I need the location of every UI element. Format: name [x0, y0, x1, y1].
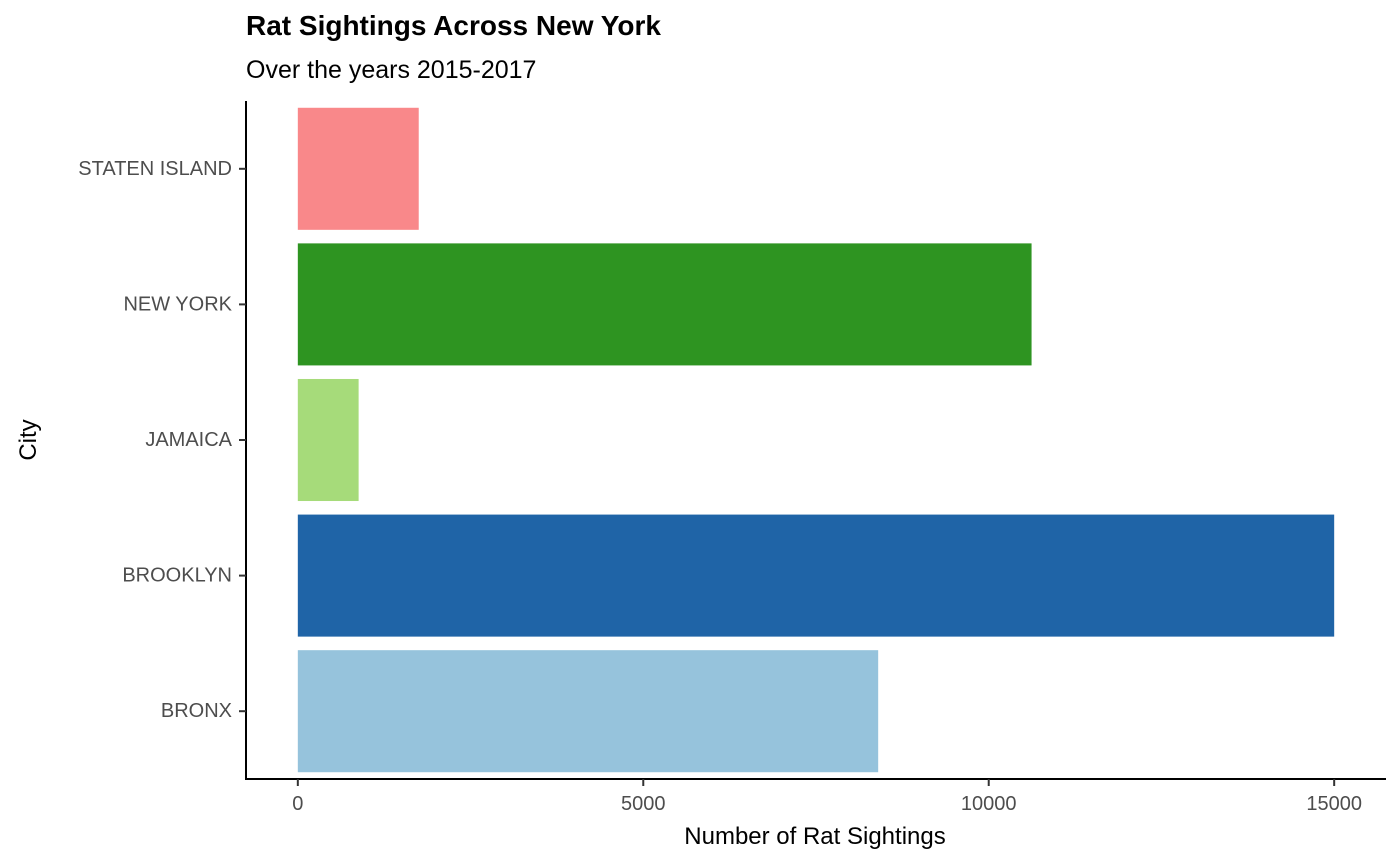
y-tick-label: STATEN ISLAND [78, 158, 232, 180]
bars-layer [297, 107, 1335, 773]
y-tick-label: JAMAICA [145, 429, 232, 451]
chart-subtitle: Over the years 2015-2017 [246, 56, 537, 84]
bar-jamaica [297, 378, 359, 502]
x-ticks-layer: 0 5000 10000 15000 [292, 779, 1362, 815]
chart-title: Rat Sightings Across New York [246, 10, 661, 41]
y-tick-label: BRONX [161, 700, 232, 722]
x-tick-label: 10000 [961, 793, 1017, 815]
bar-staten-island [297, 107, 419, 230]
y-axis-title: City [15, 419, 42, 460]
y-tick-label: NEW YORK [123, 293, 232, 315]
x-tick-label: 0 [292, 793, 303, 815]
bar-bronx [297, 650, 879, 773]
x-tick-label: 15000 [1306, 793, 1362, 815]
y-tick-label: BROOKLYN [122, 565, 232, 587]
x-axis-title: Number of Rat Sightings [684, 823, 945, 850]
bar-brooklyn [297, 514, 1335, 637]
y-ticks-layer: BRONX BROOKLYN JAMAICA NEW YORK STATEN ISLAN… [78, 158, 246, 722]
x-tick-label: 5000 [621, 793, 666, 815]
bar-new-york [297, 243, 1032, 366]
